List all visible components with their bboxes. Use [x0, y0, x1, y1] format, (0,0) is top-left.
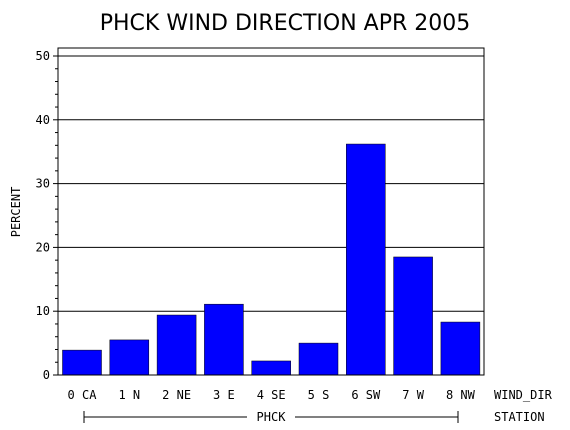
bar [62, 349, 102, 376]
bar [298, 342, 339, 376]
y-axis: 0 10 20 30 40 50 [36, 49, 58, 382]
bar [251, 360, 291, 376]
group-label: PHCK [257, 410, 287, 424]
x-tick-label: 3 E [213, 388, 235, 402]
x-tick-label: 7 W [402, 388, 424, 402]
plot-frame [57, 47, 485, 376]
x-tick-label: 6 SW [351, 388, 381, 402]
y-tick-label: 30 [36, 177, 50, 191]
bar [156, 314, 197, 376]
bar [109, 339, 150, 376]
x-tick-label: 5 S [308, 388, 330, 402]
x-axis-label: WIND_DIR [494, 388, 553, 402]
bars [62, 143, 481, 376]
bar [346, 143, 386, 376]
y-tick-label: 0 [43, 368, 50, 382]
y-tick-label: 10 [36, 304, 50, 318]
x-tick-label: 0 CA [68, 388, 98, 402]
y-tick-label: 50 [36, 49, 50, 63]
x-axis-tick-labels: 0 CA 1 N 2 NE 3 E 4 SE 5 S 6 SW 7 W 8 NW [68, 388, 476, 402]
x-tick-label: 2 NE [162, 388, 191, 402]
y-tick-label: 40 [36, 113, 50, 127]
bar [204, 303, 244, 376]
y-axis-label: PERCENT [9, 187, 23, 238]
x-tick-label: 1 N [118, 388, 140, 402]
x-tick-label: 4 SE [257, 388, 286, 402]
chart-title: PHCK WIND DIRECTION APR 2005 [100, 11, 470, 36]
x-tick-label: 8 NW [446, 388, 476, 402]
group-axis-label: STATION [494, 410, 545, 424]
bar [440, 321, 481, 376]
bar [393, 256, 433, 376]
y-tick-label: 20 [36, 240, 50, 254]
